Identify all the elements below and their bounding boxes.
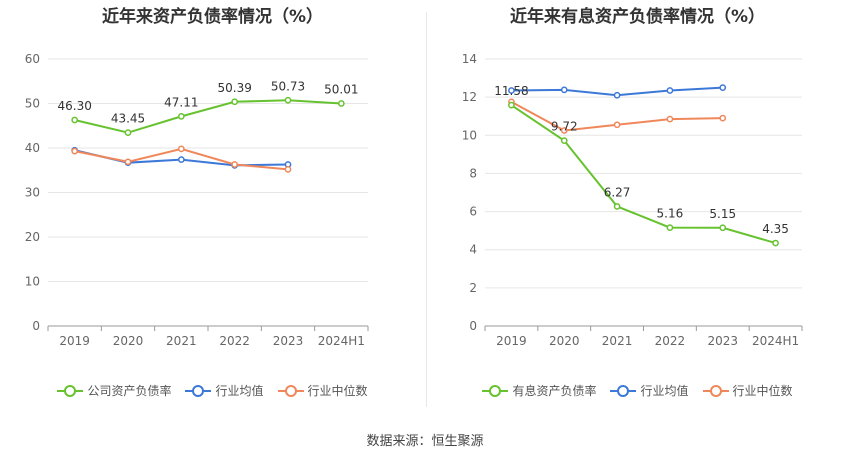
legend-label: 行业均值 <box>215 384 264 398</box>
chart-title: 近年来资产负债率情况（%） <box>101 7 324 27</box>
data-label: 50.01 <box>324 82 358 96</box>
x-tick-label: 2020 <box>113 334 144 348</box>
legend-marker-icon <box>277 384 304 397</box>
data-point[interactable] <box>666 224 674 231</box>
data-label: 43.45 <box>111 112 145 126</box>
legend-item[interactable]: 行业均值 <box>610 382 689 399</box>
data-point[interactable] <box>124 158 132 166</box>
data-point[interactable] <box>719 114 727 122</box>
data-point[interactable] <box>719 84 727 91</box>
series-line <box>510 104 776 245</box>
y-tick-label: 4 <box>469 243 477 257</box>
data-point[interactable] <box>177 145 185 153</box>
y-tick-label: 10 <box>25 275 40 289</box>
x-tick-label: 2020 <box>549 334 580 348</box>
data-point[interactable] <box>666 87 674 94</box>
legend-item[interactable]: 行业中位数 <box>277 382 368 399</box>
x-tick-label: 2019 <box>496 334 527 348</box>
legend-label: 公司资产负债率 <box>87 384 172 398</box>
panel-divider <box>426 12 427 407</box>
legend-marker-icon <box>57 384 84 397</box>
legend-marker-icon <box>482 384 509 397</box>
data-label: 46.30 <box>57 99 91 113</box>
y-tick-label: 0 <box>32 319 40 333</box>
y-tick-label: 60 <box>25 52 40 66</box>
chart-legend: 公司资产负债率 行业均值 行业中位数 <box>0 382 425 399</box>
y-tick-label: 2 <box>469 281 477 295</box>
data-point[interactable] <box>124 129 132 136</box>
data-label: 50.39 <box>217 81 251 95</box>
data-point[interactable] <box>71 116 79 124</box>
data-point[interactable] <box>284 96 292 104</box>
chart-panel-debt-ratio: 近年来资产负债率情况（%） 0 10 20 30 40 50 60 2019 2020 2021 2… <box>0 0 425 420</box>
data-label: 11.58 <box>494 84 528 98</box>
data-label: 9.72 <box>551 120 578 134</box>
data-point[interactable] <box>177 113 185 120</box>
chart-interest-debt-ratio: 0 2 4 6 8 10 12 14 2019 2020 2021 2022 2023 2024H1 11.… <box>462 52 803 348</box>
y-tick-label: 40 <box>25 141 40 155</box>
x-tick-label: 2024H1 <box>752 334 799 348</box>
legend-item[interactable]: 公司资产负债率 <box>57 382 171 399</box>
legend-marker-icon <box>702 384 729 397</box>
legend-label: 行业中位数 <box>307 384 368 398</box>
data-point[interactable] <box>772 239 779 247</box>
data-point[interactable] <box>560 86 568 94</box>
y-tick-label: 10 <box>462 128 477 142</box>
x-tick-label: 2022 <box>655 334 686 348</box>
legend-item[interactable]: 行业中位数 <box>702 382 793 399</box>
data-point[interactable] <box>71 147 79 155</box>
legend-item[interactable]: 有息资产负债率 <box>482 382 596 399</box>
data-point[interactable] <box>719 224 727 232</box>
legend-item[interactable]: 行业均值 <box>185 382 264 399</box>
data-source-label: 数据来源：恒生聚源 <box>366 434 484 449</box>
data-label: 5.15 <box>709 207 736 221</box>
x-tick-label: 2023 <box>707 334 738 348</box>
data-point[interactable] <box>560 137 568 144</box>
x-tick-label: 2024H1 <box>318 334 365 348</box>
legend-marker-icon <box>185 384 212 397</box>
data-point[interactable] <box>231 98 239 106</box>
y-tick-label: 8 <box>469 166 477 180</box>
data-point[interactable] <box>666 115 674 123</box>
data-point[interactable] <box>560 127 568 134</box>
chart-title: 近年来有息资产负债率情况（%） <box>509 7 766 27</box>
series-line <box>74 99 342 134</box>
x-tick-label: 2023 <box>273 334 304 348</box>
y-tick-label: 50 <box>25 97 40 111</box>
y-tick-label: 6 <box>469 205 477 219</box>
y-tick-label: 0 <box>469 319 477 333</box>
data-label: 6.27 <box>604 185 631 199</box>
data-point[interactable] <box>177 156 185 163</box>
y-tick-label: 20 <box>25 230 40 244</box>
chart-panel-interest-debt-ratio: 近年来有息资产负债率情况（%） 0 2 4 6 8 10 12 14 2019 2020 2021 2… <box>425 0 850 420</box>
data-point[interactable] <box>613 203 621 210</box>
data-label: 4.35 <box>762 222 789 236</box>
y-tick-label: 14 <box>462 52 477 66</box>
chart-legend: 有息资产负债率 行业均值 行业中位数 <box>425 382 850 399</box>
data-point[interactable] <box>284 166 292 173</box>
chart-debt-ratio: 0 10 20 30 40 50 60 2019 2020 2021 2022 2023 2024H1 4… <box>25 52 369 348</box>
data-label: 47.11 <box>164 95 198 109</box>
x-tick-label: 2022 <box>219 334 250 348</box>
data-point[interactable] <box>508 87 515 94</box>
legend-label: 有息资产负债率 <box>512 384 597 398</box>
data-point[interactable] <box>613 121 621 129</box>
data-point[interactable] <box>613 91 621 99</box>
data-point[interactable] <box>231 161 239 168</box>
x-tick-label: 2021 <box>166 334 197 348</box>
data-point[interactable] <box>508 101 515 109</box>
data-point[interactable] <box>337 100 345 107</box>
y-tick-label: 12 <box>462 90 477 104</box>
legend-label: 行业中位数 <box>732 384 793 398</box>
legend-label: 行业均值 <box>640 384 689 398</box>
data-label: 5.16 <box>657 207 684 221</box>
legend-marker-icon <box>610 384 637 397</box>
y-tick-label: 30 <box>25 186 40 200</box>
data-label: 50.73 <box>271 79 305 93</box>
x-tick-label: 2019 <box>59 334 90 348</box>
x-tick-label: 2021 <box>602 334 633 348</box>
